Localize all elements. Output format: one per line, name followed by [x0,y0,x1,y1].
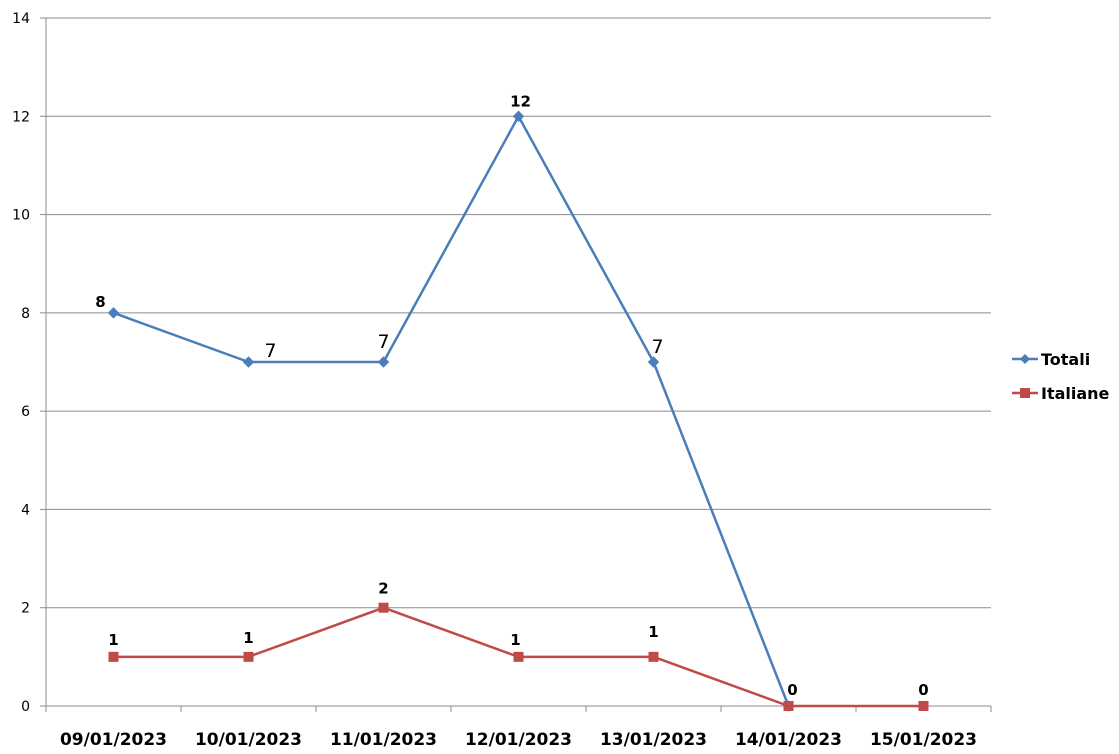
data-label-italiane: 0 [787,681,797,699]
data-label-italiane: 1 [510,631,520,649]
x-axis-ticks: 09/01/2023 10/01/2023 11/01/2023 12/01/2023… [45,706,992,750]
data-label-totali: 7 [377,331,389,353]
x-tick-label: 10/01/2023 [195,730,302,750]
x-tick-label: 14/01/2023 [735,730,842,750]
y-tick-label: 12 [12,109,30,125]
data-point-italiane [378,602,389,613]
data-point-totali [107,307,120,319]
data-point-italiane [648,651,659,662]
data-label-totali: 12 [510,92,531,110]
data-label-italiane: 1 [243,629,253,647]
data-point-italiane [243,651,254,662]
y-axis-ticks: 0 2 4 6 8 10 12 14 [12,11,46,715]
data-label-italiane: 2 [378,580,388,598]
data-point-italiane [783,701,794,711]
legend-label: Italiane [1041,384,1110,403]
data-label-italiane: 1 [108,631,118,649]
legend-marker-totali [1020,354,1030,364]
data-point-italiane [918,701,929,711]
data-point-italiane [108,651,119,662]
data-point-italiane [513,651,524,662]
data-point-totali [512,110,525,122]
legend-marker-italiane [1020,388,1030,398]
data-label-totali: 7 [264,340,276,362]
series-line-totali [113,115,790,707]
data-label-italiane: 0 [918,681,928,699]
data-point-totali [377,356,390,368]
legend-label: Totali [1041,350,1090,369]
y-tick-label: 10 [12,208,30,224]
series-group [107,110,929,712]
x-tick-label: 13/01/2023 [600,730,707,750]
data-label-totali: 8 [95,293,105,311]
y-tick-label: 6 [21,404,30,420]
data-label-totali: 7 [651,336,663,358]
y-tick-label: 4 [21,502,30,518]
y-tick-label: 14 [12,11,30,27]
y-tick-label: 8 [21,306,30,322]
data-point-totali [647,356,660,368]
y-tick-label: 0 [21,699,30,715]
x-tick-label: 15/01/2023 [870,730,977,750]
y-tick-label: 2 [21,601,30,617]
x-tick-label: 11/01/2023 [330,730,437,750]
data-point-totali [242,356,255,368]
x-tick-label: 09/01/2023 [60,730,167,750]
legend: Totali Italiane [1012,350,1110,403]
data-label-italiane: 1 [648,623,658,641]
x-tick-label: 12/01/2023 [465,730,572,750]
